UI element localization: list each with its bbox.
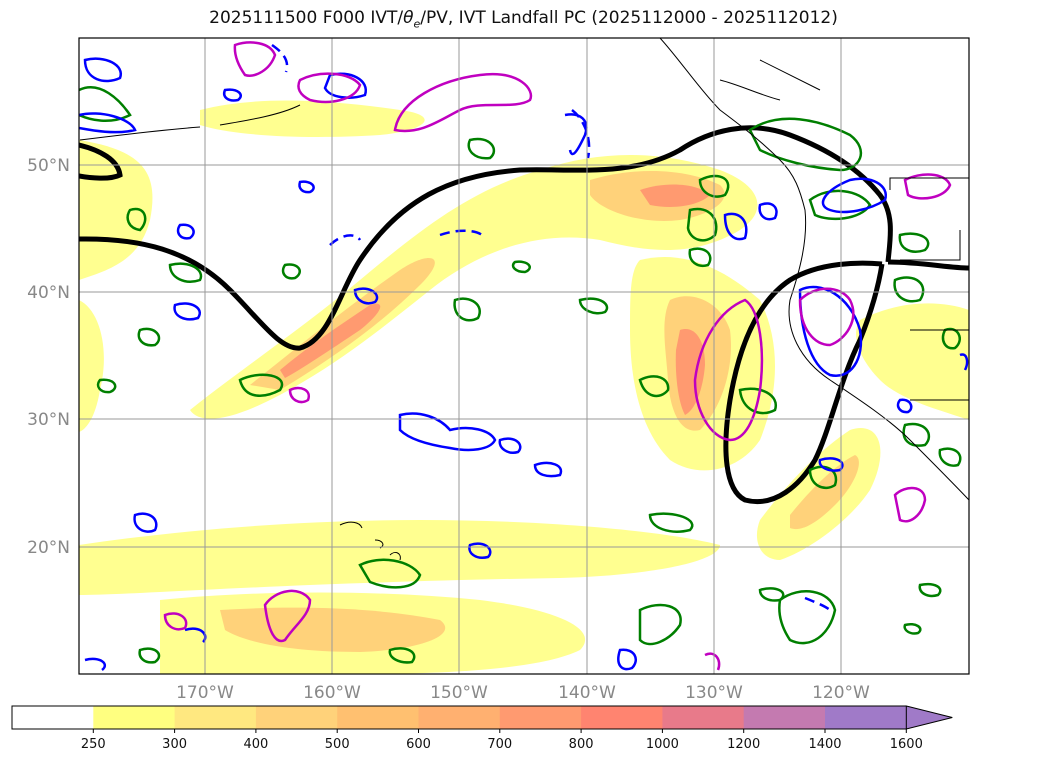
coastlines (79, 38, 969, 561)
colorbar-segment (93, 706, 176, 729)
colorbar-tick-label: 250 (81, 737, 106, 752)
colorbar-tick-label: 500 (325, 737, 350, 752)
map-layers (79, 38, 969, 674)
title-theta: θ (403, 8, 414, 28)
colorbar-tick-label: 300 (162, 737, 187, 752)
landfall-pc-contours (79, 125, 969, 504)
colorbar-segment (12, 706, 94, 729)
colorbar-segment (825, 706, 907, 729)
lon-label: 130°W (685, 683, 743, 703)
lat-label: 40°N (27, 283, 70, 303)
pv-dashed-contours (271, 43, 831, 612)
colorbar-tick-label: 1600 (890, 737, 923, 752)
lon-label: 120°W (812, 683, 870, 703)
colorbar-tick-label: 1000 (646, 737, 679, 752)
plot-frame (78, 37, 970, 675)
colorbar-segment (337, 706, 419, 729)
colorbar-segment (174, 706, 257, 729)
colorbar-tick-label: 800 (569, 737, 594, 752)
colorbar-tick-label: 1400 (808, 737, 841, 752)
latitude-labels: 50°N 40°N 30°N 20°N (27, 156, 70, 558)
title-rest: /PV, IVT Landfall PC (2025112000 - 20251… (420, 8, 838, 28)
colorbar-segment (255, 706, 338, 729)
colorbar-segment (662, 706, 745, 729)
colorbar-tick-label: 1200 (727, 737, 760, 752)
colorbar-tick-label: 700 (487, 737, 512, 752)
pv-contours (79, 57, 969, 671)
map-title: 2025111500 F000 IVT/θe/PV, IVT Landfall … (0, 8, 1047, 30)
colorbar-frame (11, 705, 907, 730)
lon-label: 150°W (430, 683, 488, 703)
colorbar-extend-arrow (905, 705, 953, 730)
longitude-labels: 170°W 160°W 150°W 140°W 130°W 120°W (176, 683, 870, 703)
lat-label: 50°N (27, 156, 70, 176)
gridlines (79, 38, 969, 674)
lon-label: 140°W (558, 683, 616, 703)
lon-label: 160°W (303, 683, 361, 703)
colorbar: 250 300 400 500 600 700 800 1000 1200 1400 1600 (11, 705, 953, 752)
colorbar-segment (581, 706, 663, 729)
title-sub: e (413, 17, 421, 31)
magenta-contours (163, 41, 952, 671)
colorbar-segment (743, 706, 826, 729)
ivt-shading (79, 100, 969, 674)
lat-label: 20°N (27, 538, 70, 558)
colorbar-segment (418, 706, 501, 729)
title-main: 2025111500 F000 IVT/ (209, 8, 404, 28)
lon-label: 170°W (176, 683, 234, 703)
colorbar-tick-label: 400 (243, 737, 268, 752)
colorbar-segment (499, 706, 582, 729)
colorbar-tick-label: 600 (406, 737, 431, 752)
lat-label: 30°N (27, 410, 70, 430)
